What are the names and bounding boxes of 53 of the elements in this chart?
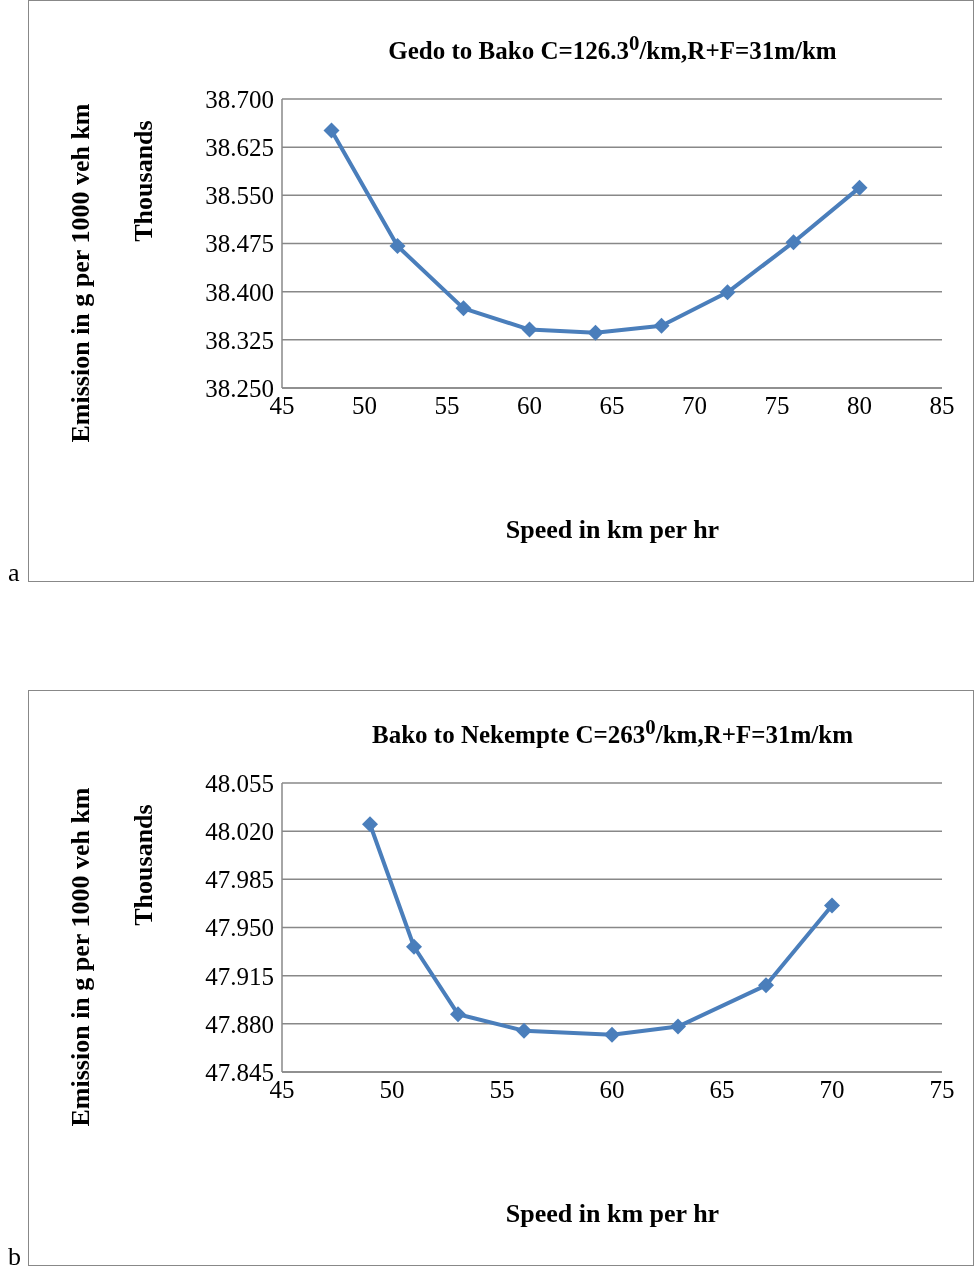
y-axis-title: Emission in g per 1000 veh km: [66, 102, 96, 445]
point: [389, 238, 406, 255]
x-tick-label: 70: [819, 1075, 845, 1103]
y-tick-label: 47.950: [205, 914, 274, 942]
y-tick-label: 47.985: [205, 866, 274, 894]
point: [604, 1026, 620, 1043]
point: [516, 1022, 532, 1039]
x-tick-label: 55: [434, 391, 460, 419]
x-axis-title: Speed in km per hr: [504, 515, 721, 545]
x-tick-label: 60: [517, 391, 542, 419]
y-tick-label: 47.915: [205, 962, 274, 990]
point: [362, 816, 378, 833]
point: [785, 234, 802, 251]
point: [824, 897, 840, 914]
y-axis-title: Emission in g per 1000 veh km: [66, 786, 96, 1129]
x-tick-label: 50: [379, 1075, 405, 1103]
x-tick-label: 75: [764, 391, 790, 419]
y-tick-label: 38.325: [205, 326, 274, 354]
point: [406, 938, 422, 955]
x-tick-label: 85: [929, 391, 955, 419]
point: [521, 321, 538, 338]
chart-title: Gedo to Bako C=126.3$^{0}$/km,R+F=31m/km: [387, 31, 838, 66]
y-tick-label: 38.625: [205, 134, 274, 162]
text: Thousands: [129, 119, 159, 244]
x-tick-label: 65: [709, 1075, 735, 1103]
point: [670, 1018, 686, 1035]
x-tick-label: 60: [599, 1075, 625, 1103]
point: [758, 977, 774, 994]
point: [450, 1006, 466, 1023]
text: Thousands: [129, 803, 159, 928]
point: [323, 122, 340, 139]
point: [719, 284, 736, 301]
y-tick-label: 48.020: [205, 818, 274, 846]
y-tick-label: 48.055: [205, 769, 274, 797]
y-tick-label: 38.400: [205, 278, 274, 306]
x-axis-title: Speed in km per hr: [504, 1199, 721, 1229]
x-tick-label: 80: [847, 391, 872, 419]
point: [653, 317, 670, 334]
point: [851, 179, 868, 196]
y-tick-label: 38.475: [205, 230, 274, 258]
point: [587, 324, 604, 341]
x-tick-label: 55: [489, 1075, 515, 1103]
y-tick-label: 38.550: [205, 182, 274, 210]
text: b: [8, 1242, 21, 1266]
x-tick-label: 70: [682, 391, 707, 419]
text: a: [8, 558, 20, 588]
y-tick-label: 38.700: [205, 85, 274, 113]
x-tick-label: 75: [929, 1075, 955, 1103]
point: [455, 300, 472, 317]
chart-title: Bako to Nekempte C=263$^{0}$/km,R+F=31m/km: [371, 715, 854, 750]
y-tick-label: 47.880: [205, 1010, 274, 1038]
x-tick-label: 50: [352, 391, 377, 419]
x-tick-label: 65: [599, 391, 625, 419]
